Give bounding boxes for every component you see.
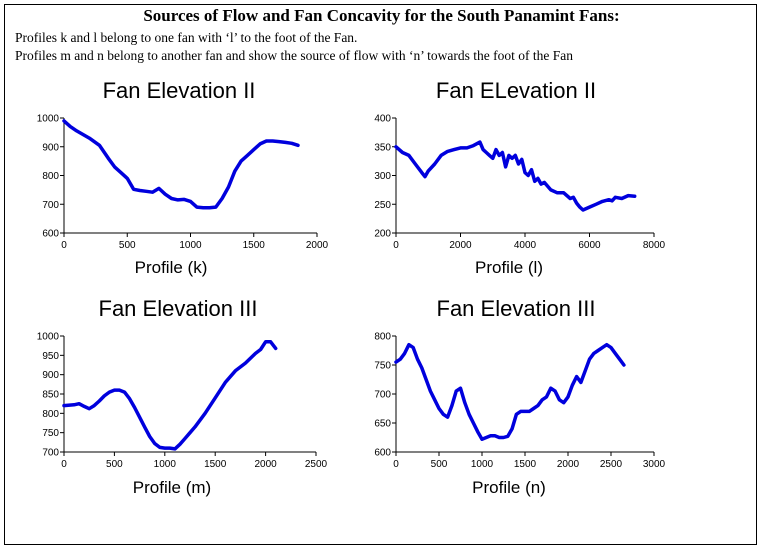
y-tick-label: 800 xyxy=(374,332,391,343)
x-tick-label: 3000 xyxy=(643,459,666,470)
x-tick-label: 0 xyxy=(393,240,399,251)
chart-m: Fan Elevation III Profile (m) 700 750 800 8… xyxy=(37,296,328,497)
y-tick-label: 700 xyxy=(42,448,59,459)
y-tick-label: 650 xyxy=(374,419,391,430)
series-line xyxy=(394,140,637,212)
x-tick-label: 1500 xyxy=(204,459,227,470)
y-tick-label: 600 xyxy=(42,229,59,240)
y-tick-label: 900 xyxy=(42,370,59,381)
y-tick-label: 400 xyxy=(374,114,391,125)
y-tick-label: 950 xyxy=(42,351,59,362)
y-tick-label: 1000 xyxy=(37,114,60,125)
y-tick-label: 850 xyxy=(42,390,59,401)
page-title: Sources of Flow and Fan Concavity for th… xyxy=(143,6,620,25)
y-tick-label: 1000 xyxy=(37,332,60,343)
x-tick-label: 500 xyxy=(106,459,123,470)
x-tick-label: 500 xyxy=(119,240,136,251)
y-tick-label: 700 xyxy=(42,200,59,211)
y-tick-label: 300 xyxy=(374,171,391,182)
y-tick-label: 250 xyxy=(374,200,391,211)
chart-title: Fan ELevation II xyxy=(436,78,596,103)
chart-title: Fan Elevation III xyxy=(437,296,596,321)
series-line xyxy=(62,119,300,210)
x-axis-label: Profile (m) xyxy=(133,478,211,497)
intro-line-2: Profiles m and n belong to another fan a… xyxy=(15,48,573,63)
x-axis-label: Profile (l) xyxy=(475,258,543,277)
chart-frame xyxy=(4,4,757,545)
x-tick-label: 2000 xyxy=(449,240,472,251)
x-tick-label: 2000 xyxy=(306,240,329,251)
x-tick-label: 1500 xyxy=(514,459,537,470)
y-tick-label: 900 xyxy=(42,142,59,153)
chart-n: Fan Elevation III Profile (n) 600 650 700 7… xyxy=(374,296,665,497)
x-tick-label: 500 xyxy=(431,459,448,470)
y-tick-label: 350 xyxy=(374,142,391,153)
x-axis-label: Profile (n) xyxy=(472,478,546,497)
x-tick-label: 0 xyxy=(61,240,67,251)
series-line xyxy=(394,342,626,441)
x-tick-label: 1000 xyxy=(179,240,202,251)
intro-line-1: Profiles k and l belong to one fan with … xyxy=(15,30,358,45)
x-tick-label: 2500 xyxy=(305,459,328,470)
x-tick-label: 2000 xyxy=(557,459,580,470)
x-tick-label: 2000 xyxy=(254,459,277,470)
y-tick-label: 800 xyxy=(42,171,59,182)
chart-title: Fan Elevation II xyxy=(103,78,256,103)
y-tick-label: 750 xyxy=(374,361,391,372)
y-tick-label: 700 xyxy=(374,390,391,401)
x-tick-label: 1000 xyxy=(154,459,177,470)
x-tick-label: 2500 xyxy=(600,459,623,470)
x-tick-label: 1000 xyxy=(471,459,494,470)
x-tick-label: 6000 xyxy=(578,240,601,251)
chart-k: Fan Elevation II Profile (k) 600 700 800 90… xyxy=(37,78,329,277)
x-tick-label: 8000 xyxy=(643,240,666,251)
x-tick-label: 1500 xyxy=(243,240,266,251)
y-tick-label: 600 xyxy=(374,448,391,459)
x-tick-label: 0 xyxy=(393,459,399,470)
x-tick-label: 0 xyxy=(61,459,67,470)
x-tick-label: 4000 xyxy=(514,240,537,251)
chart-l: Fan ELevation II Profile (l) 200 250 300 35… xyxy=(374,78,665,277)
y-tick-label: 750 xyxy=(42,428,59,439)
x-axis-label: Profile (k) xyxy=(135,258,208,277)
series-line xyxy=(62,340,278,451)
chart-title: Fan Elevation III xyxy=(99,296,258,321)
y-tick-label: 800 xyxy=(42,409,59,420)
y-tick-label: 200 xyxy=(374,229,391,240)
